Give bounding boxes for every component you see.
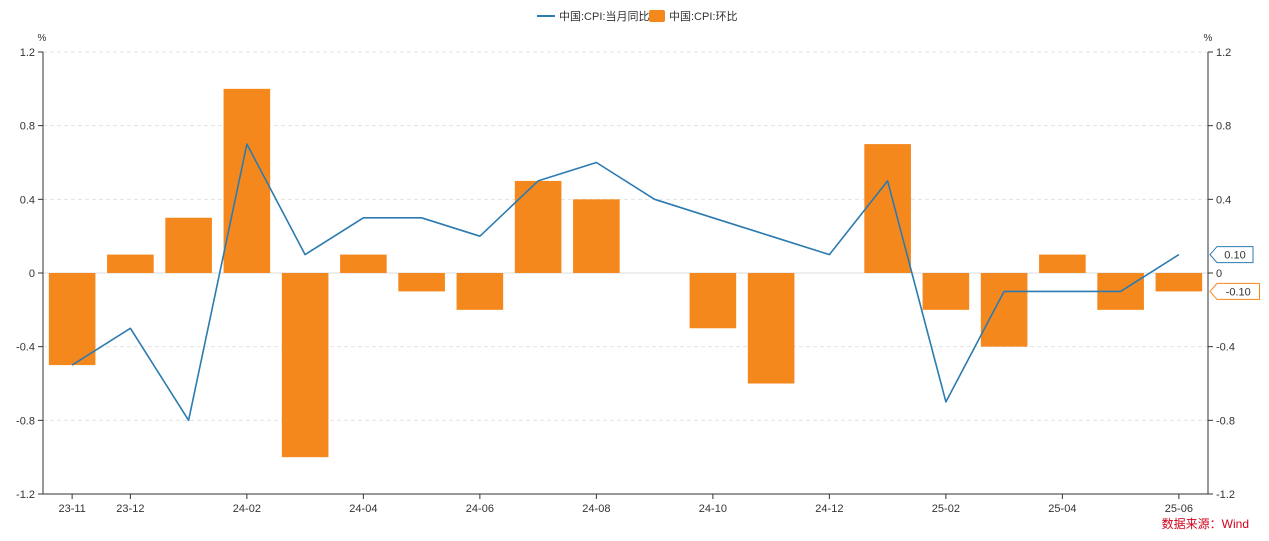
legend-bar-swatch	[649, 10, 665, 22]
x-tick-label: 24-12	[815, 503, 843, 515]
y-tick-label-left: 1.2	[20, 47, 35, 59]
source-note: 数据来源：Wind	[1162, 516, 1249, 531]
y-tick-label-left: 0.4	[20, 194, 35, 206]
y-tick-label-left: -1.2	[16, 489, 35, 501]
x-tick-label: 24-02	[233, 503, 261, 515]
x-tick-label: 25-02	[932, 503, 960, 515]
bar	[864, 144, 911, 273]
bar	[689, 273, 737, 329]
y-tick-label-left: 0	[29, 268, 35, 280]
last-value-tag-line-label: 0.10	[1224, 250, 1245, 262]
bar	[747, 273, 795, 384]
x-tick-label: 23-11	[58, 503, 85, 515]
last-value-tag-line-box	[1209, 246, 1254, 264]
x-tick-label: 24-04	[349, 503, 377, 515]
bar	[922, 273, 970, 310]
y-unit-right: %	[1204, 33, 1213, 44]
bar	[1039, 254, 1086, 273]
bar	[223, 88, 271, 273]
y-tick-label-right: -0.8	[1216, 415, 1235, 427]
x-tick-label: 24-08	[582, 503, 610, 515]
bar	[456, 273, 504, 310]
y-unit-left: %	[38, 33, 47, 44]
bar	[514, 180, 562, 273]
y-tick-label-right: 0.4	[1216, 194, 1231, 206]
legend-label-bar: 中国:CPI:环比	[669, 10, 737, 23]
series-line	[71, 143, 1180, 422]
y-tick-label-left: -0.4	[16, 342, 35, 354]
y-tick-label-left: -0.8	[16, 415, 35, 427]
legend-label-line: 中国:CPI:当月同比	[559, 9, 649, 23]
bar	[48, 273, 96, 366]
last-value-tag-bar-box	[1209, 282, 1260, 300]
bar	[107, 254, 154, 273]
bar	[1155, 273, 1203, 292]
y-tick-label-right: 0	[1216, 268, 1222, 280]
y-tick-label-left: 0.8	[20, 121, 35, 133]
bar	[573, 199, 620, 273]
x-tick-label: 25-06	[1165, 503, 1193, 515]
last-value-tag-bar-label: -0.10	[1226, 286, 1251, 298]
y-tick-label-right: -1.2	[1216, 489, 1235, 501]
y-tick-label-right: 0.8	[1216, 121, 1231, 133]
bar	[165, 217, 212, 273]
bar	[340, 254, 387, 273]
y-tick-label-right: -0.4	[1216, 342, 1235, 354]
bar	[398, 273, 445, 292]
x-tick-label: 24-10	[699, 503, 727, 515]
x-tick-label: 25-04	[1048, 503, 1076, 515]
bar	[281, 273, 329, 458]
bar	[980, 273, 1028, 347]
x-tick-label: 23-12	[116, 503, 144, 515]
x-tick-label: 24-06	[466, 503, 494, 515]
y-tick-label-right: 1.2	[1216, 47, 1231, 59]
